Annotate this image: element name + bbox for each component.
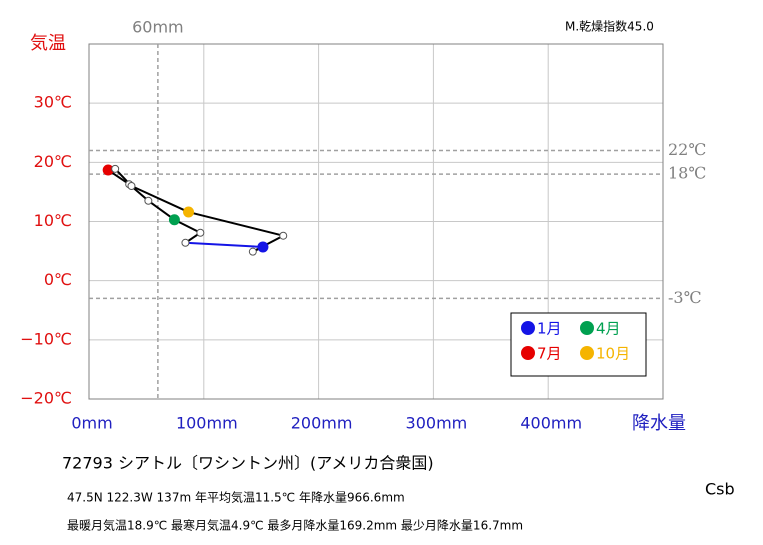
x-tick-label: 400mm bbox=[520, 414, 582, 433]
data-point bbox=[181, 238, 190, 247]
x-axis-title: 降水量 bbox=[632, 413, 686, 434]
legend-label: 7月 bbox=[537, 345, 562, 363]
data-point bbox=[168, 214, 180, 226]
legend-marker bbox=[580, 346, 594, 360]
x-tick-label: 100mm bbox=[176, 414, 238, 433]
legend-label: 1月 bbox=[537, 320, 562, 338]
annotation: 47.5N 122.3W 137m 年平均気温11.5℃ 年降水量966.6mm bbox=[67, 490, 405, 505]
x-tick-label: 0mm bbox=[71, 414, 112, 433]
data-point bbox=[111, 164, 120, 173]
line-segment bbox=[185, 241, 263, 248]
y-tick-label: −10℃ bbox=[20, 329, 72, 348]
y-tick-label: 0℃ bbox=[44, 270, 72, 289]
data-point bbox=[144, 196, 153, 205]
reference-label: 22℃ bbox=[668, 140, 706, 159]
line-segment bbox=[188, 211, 284, 237]
data-point bbox=[248, 247, 257, 256]
line-segment bbox=[131, 185, 189, 213]
legend-label: 10月 bbox=[596, 345, 630, 363]
y-tick-label: 30℃ bbox=[34, 93, 72, 112]
y-tick-label: 20℃ bbox=[34, 152, 72, 171]
legend-marker bbox=[521, 321, 535, 335]
data-point bbox=[127, 182, 136, 190]
legend-box bbox=[510, 312, 647, 377]
y-tick-label: 10℃ bbox=[34, 211, 72, 230]
reference-label: 18℃ bbox=[668, 164, 706, 183]
x-tick-label: 200mm bbox=[291, 414, 353, 433]
data-point bbox=[279, 231, 288, 240]
y-tick-label: −20℃ bbox=[20, 389, 72, 408]
annotation: 最暖月気温18.9℃ 最寒月気温4.9℃ 最多月降水量169.2mm 最少月降水… bbox=[67, 518, 523, 533]
y-axis-title: 気温 bbox=[30, 33, 66, 54]
annotation: M.乾燥指数45.0 bbox=[565, 19, 654, 34]
legend-marker bbox=[580, 321, 594, 335]
reference-label: -3℃ bbox=[668, 288, 701, 307]
data-point bbox=[196, 228, 205, 237]
annotation: 72793 シアトル〔ワシントン州〕(アメリカ合衆国) bbox=[62, 454, 434, 473]
plot-frame bbox=[88, 43, 664, 400]
legend-label: 4月 bbox=[596, 320, 621, 338]
x-tick-label: 300mm bbox=[406, 414, 468, 433]
annotation: Csb bbox=[705, 480, 735, 499]
reference-label: 60mm bbox=[132, 18, 184, 37]
data-point bbox=[257, 241, 269, 253]
data-point bbox=[183, 206, 195, 218]
legend-marker bbox=[521, 346, 535, 360]
